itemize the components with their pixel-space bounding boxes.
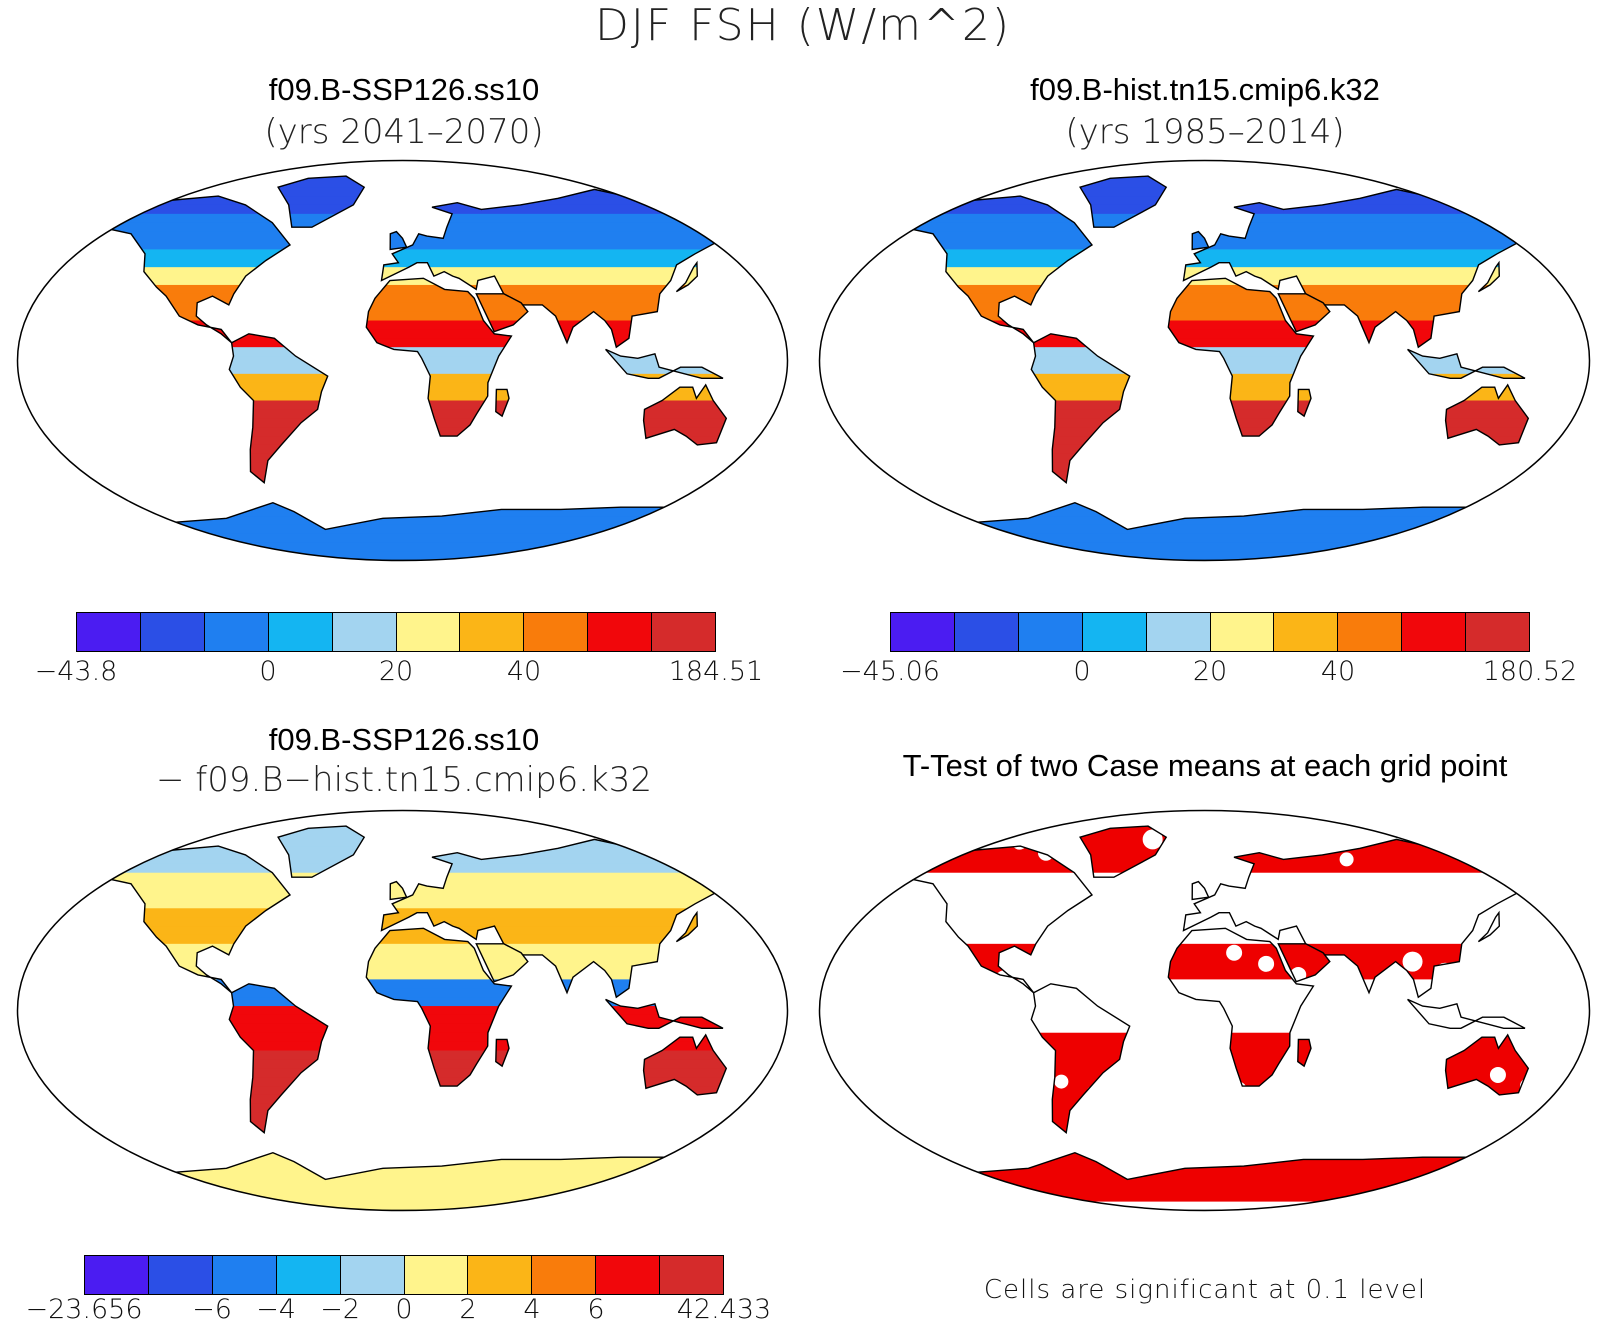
colorbar-tick-label: −2	[320, 1294, 360, 1325]
colorbar-tick-label: −4	[256, 1294, 296, 1325]
colorbar-swatch	[891, 613, 955, 651]
colorbar-swatch	[1018, 613, 1083, 651]
landmass-africa	[366, 928, 512, 1087]
map-bottom-right	[818, 809, 1591, 1212]
panel-subtitle-top-right: (yrs 1985–2014)	[1065, 112, 1345, 152]
colorbar-swatch	[1274, 613, 1339, 651]
colorbar-swatch	[85, 1256, 149, 1294]
colorbar-swatch	[460, 613, 525, 651]
colorbar-swatch	[1466, 613, 1530, 651]
landmass-madagascar	[495, 389, 509, 417]
panel-title-top-left: f09.B-SSP126.ss10	[268, 72, 540, 107]
map-bottom-left	[16, 809, 789, 1212]
landmass-madagascar	[1297, 1039, 1311, 1067]
colorbar-swatch	[660, 1256, 724, 1294]
colorbar-swatch	[652, 613, 716, 651]
colorbar-swatch	[532, 1256, 597, 1294]
colorbar-tick-label: 184.51	[668, 656, 764, 687]
colorbar-bottom-left	[84, 1255, 724, 1295]
colorbar-swatch	[340, 1256, 405, 1294]
panel-subtitle-top-left: (yrs 2041–2070)	[264, 112, 544, 152]
colorbar-tick-label: 6	[587, 1294, 605, 1325]
colorbar-swatch	[524, 613, 589, 651]
colorbar-swatch	[1210, 613, 1275, 651]
colorbar-tick-label: −43.8	[34, 656, 118, 687]
colorbar-tick-label: 0	[259, 656, 277, 687]
colorbar-tick-label: 42.433	[676, 1294, 772, 1325]
colorbar-swatch	[396, 613, 461, 651]
colorbar-top-right	[890, 612, 1530, 652]
colorbar-swatch	[204, 613, 269, 651]
colorbar-swatch	[954, 613, 1019, 651]
colorbar-swatch	[588, 613, 653, 651]
colorbar-tick-label: 4	[523, 1294, 541, 1325]
colorbar-labels-top-right: −45.06 0 20 40 180.52	[840, 656, 1577, 690]
panel-title-top-right: f09.B-hist.tn15.cmip6.k32	[1030, 72, 1380, 107]
colorbar-swatch	[596, 1256, 661, 1294]
colorbar-swatch	[332, 613, 397, 651]
colorbar-swatch	[212, 1256, 277, 1294]
map-top-right	[818, 159, 1591, 562]
colorbar-swatch	[1146, 613, 1211, 651]
landmass-madagascar	[495, 1039, 509, 1067]
colorbar-tick-label: −6	[192, 1294, 232, 1325]
colorbar-labels-bottom-left: −23.656 −6 −4 −2 0 2 4 6 42.433	[25, 1294, 771, 1325]
colorbar-top-left	[76, 612, 716, 652]
colorbar-swatch	[140, 613, 205, 651]
colorbar-swatch	[77, 613, 141, 651]
colorbar-tick-label: 40	[1320, 656, 1356, 687]
colorbar-tick-label: 2	[459, 1294, 477, 1325]
map-top-left	[16, 159, 789, 562]
panel-title-bottom-left: f09.B-SSP126.ss10	[268, 722, 540, 757]
colorbar-tick-label: 180.52	[1482, 656, 1578, 687]
colorbar-tick-label: 20	[378, 656, 414, 687]
figure-title: DJF FSH (W/m^2)	[594, 0, 1012, 51]
colorbar-swatch	[276, 1256, 341, 1294]
colorbar-swatch	[1082, 613, 1147, 651]
colorbar-labels-top-left: −43.8 0 20 40 184.51	[35, 656, 764, 690]
colorbar-tick-label: 20	[1192, 656, 1228, 687]
colorbar-swatch	[1402, 613, 1467, 651]
colorbar-tick-label: 40	[506, 656, 542, 687]
colorbar-tick-label: 0	[395, 1294, 413, 1325]
landmass-northAmerica	[69, 846, 291, 993]
colorbar-tick-label: −45.06	[840, 656, 940, 687]
panel-title-bottom-right: T-Test of two Case means at each grid po…	[902, 748, 1508, 783]
panel-subtitle-bottom-left: − f09.B−hist.tn15.cmip6.k32	[155, 760, 653, 800]
landmass-madagascar	[1297, 389, 1311, 417]
colorbar-swatch	[404, 1256, 469, 1294]
colorbar-tick-label: −23.656	[25, 1294, 143, 1325]
colorbar-swatch	[148, 1256, 213, 1294]
colorbar-tick-label: 0	[1073, 656, 1091, 687]
colorbar-swatch	[1338, 613, 1403, 651]
colorbar-swatch	[468, 1256, 533, 1294]
colorbar-swatch	[268, 613, 333, 651]
significance-note: Cells are significant at 0.1 level	[983, 1275, 1427, 1305]
landmass-africa	[1168, 928, 1314, 1087]
